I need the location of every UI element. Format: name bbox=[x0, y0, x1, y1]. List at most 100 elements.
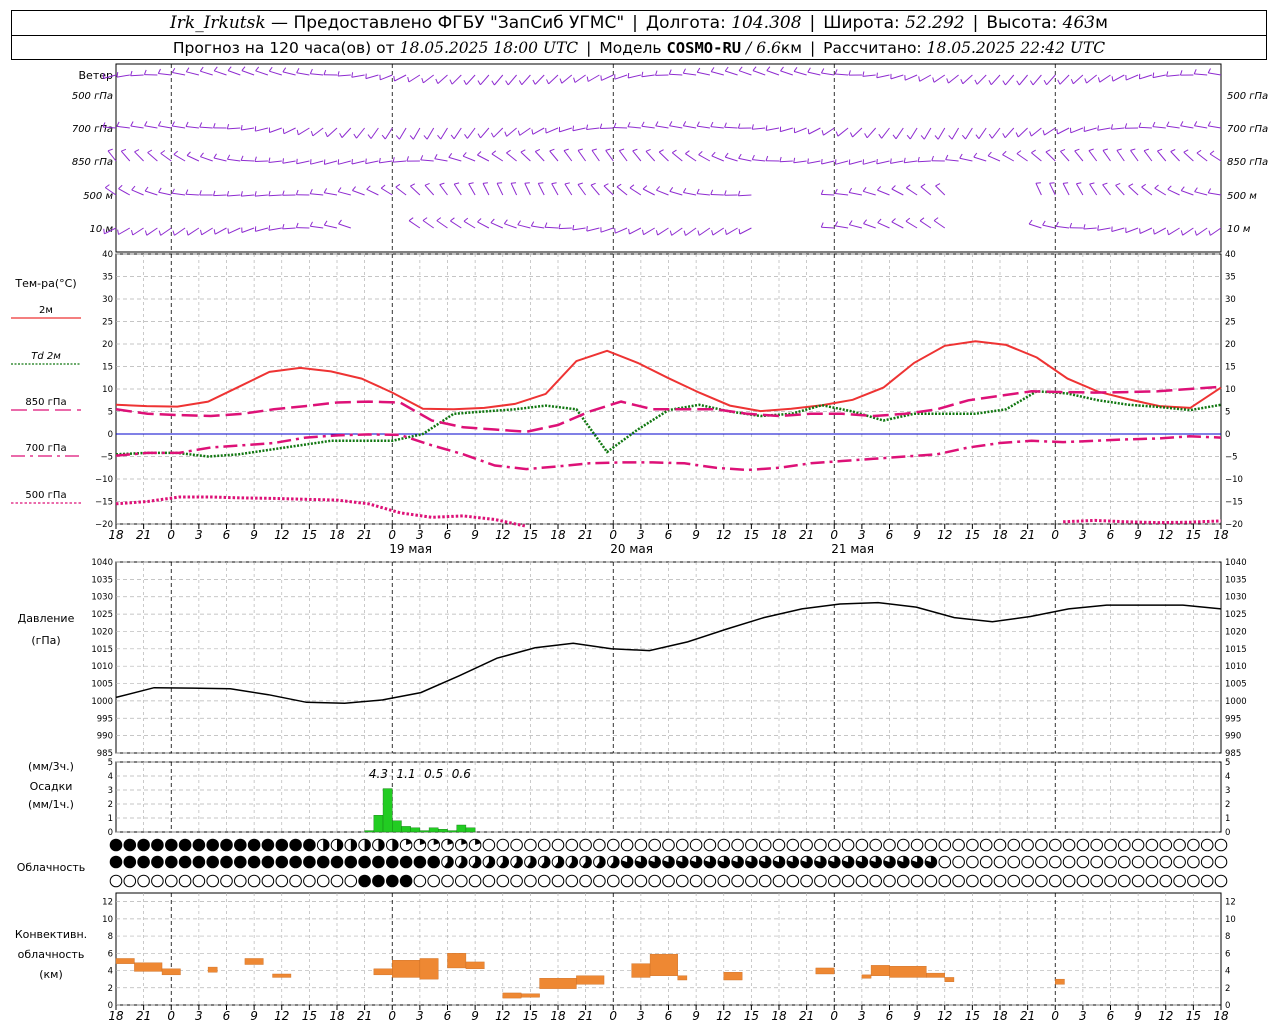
cloud-circle bbox=[579, 874, 592, 888]
cloud-circle-fill bbox=[151, 856, 164, 868]
wind-barb-flag bbox=[1097, 125, 1099, 131]
wind-barb-flag bbox=[505, 80, 509, 86]
wind-barb-flag bbox=[268, 157, 271, 163]
wind-barb-flag bbox=[185, 189, 189, 195]
wind-barb-flag bbox=[737, 123, 741, 129]
cloud-circle bbox=[1214, 838, 1228, 852]
cloud-circle bbox=[979, 838, 993, 852]
conv-axis-tick-right: 0 bbox=[1225, 1001, 1230, 1011]
wind-barb bbox=[185, 126, 199, 129]
wind-barb-flag bbox=[538, 182, 544, 184]
wind-barb bbox=[1042, 224, 1056, 229]
wind-barb bbox=[807, 71, 821, 76]
wind-barb bbox=[821, 193, 835, 196]
temp-axis-tick-right: 15 bbox=[1225, 363, 1236, 373]
wind-barb bbox=[629, 227, 642, 235]
temp-axis-tick-left: −15 bbox=[95, 498, 113, 508]
time-axis-bottom-label: 18 bbox=[992, 1009, 1008, 1023]
time-axis-bottom-label: 0 bbox=[1051, 1009, 1059, 1023]
cloud-circle bbox=[758, 838, 772, 852]
wind-barb bbox=[655, 125, 669, 129]
time-axis-bottom-label: 15 bbox=[744, 1009, 759, 1023]
convective-bar bbox=[944, 977, 955, 982]
wind-barb bbox=[158, 191, 172, 196]
wind-barb-flag bbox=[1166, 121, 1170, 127]
wind-barb bbox=[923, 127, 932, 140]
cloud-circle bbox=[1090, 874, 1103, 888]
cloud-circle-part bbox=[856, 856, 868, 868]
temp-axis-tick-left: −10 bbox=[95, 475, 113, 485]
wind-barb-flag bbox=[821, 158, 823, 165]
wind-barb-flag bbox=[477, 151, 482, 156]
pressure-axis-tick-left: 1035 bbox=[91, 575, 113, 585]
cloud-circle bbox=[1035, 838, 1048, 852]
pressure-axis-tick-right: 1030 bbox=[1225, 593, 1247, 603]
time-axis-temp-label: 9 bbox=[471, 528, 479, 542]
forecast-start: 18.05.2025 18:00 UTC bbox=[399, 39, 579, 57]
wind-barb bbox=[490, 222, 504, 229]
wind-label: Ветер bbox=[79, 69, 113, 82]
wind-barb-flag bbox=[1143, 148, 1149, 152]
cloud-circle bbox=[303, 874, 316, 888]
cloud-circle bbox=[745, 874, 758, 888]
wind-barb-flag bbox=[1115, 182, 1121, 186]
cloud-circle bbox=[800, 838, 813, 852]
temp-axis-tick-left: 5 bbox=[108, 408, 113, 418]
wind-barb bbox=[793, 70, 807, 76]
wind-barb bbox=[766, 70, 780, 76]
wind-barb-flag bbox=[517, 220, 521, 226]
header-row-station: Irk_Irkutsk — Предоставлено ФГБУ "ЗапСиб… bbox=[12, 11, 1266, 36]
wind-barb bbox=[862, 74, 876, 77]
cloud-circle bbox=[938, 874, 952, 888]
wind-barb bbox=[482, 183, 490, 196]
wind-barb-flag bbox=[282, 67, 287, 73]
cloud-circle bbox=[1118, 874, 1131, 888]
wind-barb bbox=[1059, 74, 1070, 85]
wind-barb bbox=[876, 74, 890, 79]
date-label: 19 мая bbox=[389, 542, 432, 556]
cloud-ylabel: Облачность bbox=[17, 861, 86, 874]
wind-barb bbox=[710, 126, 724, 129]
wind-barb bbox=[185, 193, 199, 196]
wind-barb-flag bbox=[710, 67, 715, 72]
cloud-circle bbox=[897, 838, 910, 852]
lon-label: Долгота: bbox=[645, 13, 726, 33]
cloud-circle-fill bbox=[206, 839, 219, 851]
wind-barb bbox=[551, 183, 559, 196]
wind-barb bbox=[146, 227, 158, 236]
station-name: Irk_Irkutsk bbox=[170, 13, 266, 33]
time-axis-temp-label: 3 bbox=[195, 528, 203, 542]
wind-barb-flag bbox=[107, 148, 113, 152]
wind-barb-flag bbox=[462, 152, 467, 157]
wind-barb bbox=[338, 223, 351, 229]
wind-barb bbox=[978, 127, 987, 139]
wind-barb-flag bbox=[1102, 148, 1108, 151]
wind-barb-flag bbox=[724, 152, 729, 158]
wind-barb-flag bbox=[395, 135, 400, 140]
wind-barb bbox=[1181, 190, 1194, 196]
wind-barb-flag bbox=[1002, 133, 1006, 138]
wind-level-label: 500 м bbox=[83, 191, 113, 202]
cloud-circle bbox=[510, 874, 523, 888]
wind-barb bbox=[863, 190, 876, 196]
wind-barb-flag bbox=[1153, 229, 1155, 235]
time-axis-temp-label: 18 bbox=[329, 528, 345, 542]
wind-barb-flag bbox=[365, 158, 367, 164]
time-axis-temp-label: 6 bbox=[886, 528, 894, 542]
convective-bar bbox=[677, 975, 688, 981]
wind-barb bbox=[1030, 127, 1042, 137]
wind-barb-flag bbox=[605, 148, 611, 151]
cloud-circle bbox=[565, 874, 579, 888]
wind-barb bbox=[739, 227, 752, 235]
cloud-circle bbox=[855, 838, 869, 852]
wind-barb bbox=[1004, 127, 1015, 139]
wind-barb bbox=[738, 70, 752, 76]
cloud-circle bbox=[703, 838, 717, 852]
conv-axis-tick-left: 6 bbox=[108, 949, 113, 959]
wind-barb-flag bbox=[439, 182, 445, 186]
time-axis-bottom-label: 3 bbox=[416, 1009, 424, 1023]
wind-barb-flag bbox=[546, 79, 550, 85]
cloud-circle bbox=[1104, 874, 1117, 888]
precip-axis-tick-left: 0 bbox=[108, 828, 113, 838]
wind-barb bbox=[1170, 151, 1180, 162]
